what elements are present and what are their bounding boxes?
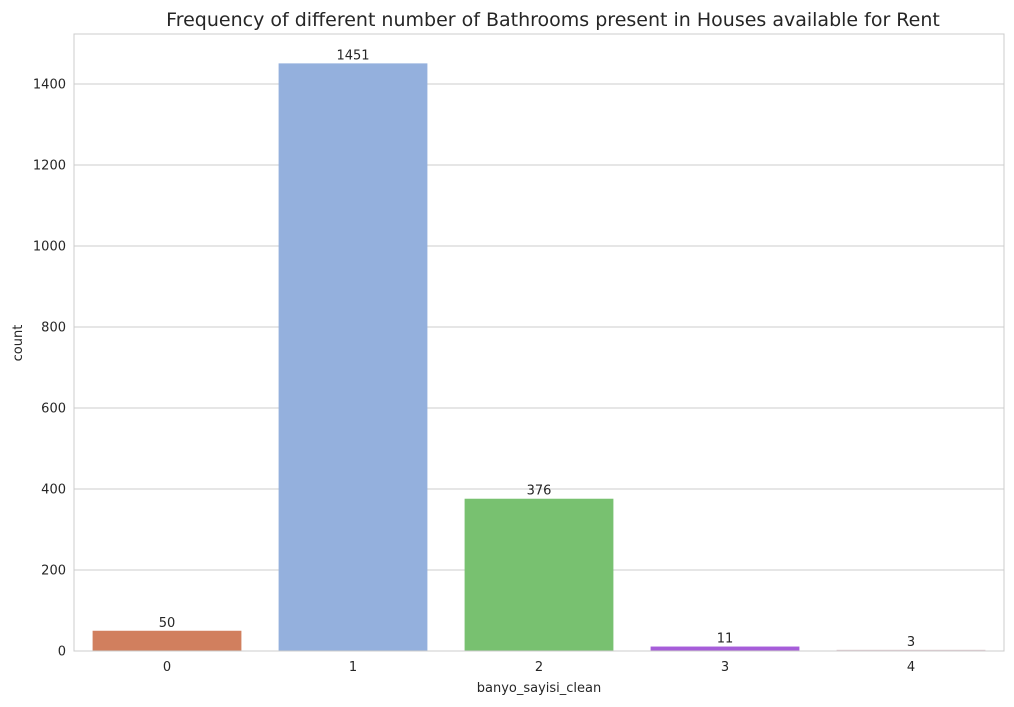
y-tick-label: 200 (41, 564, 66, 579)
y-tick-label: 1000 (33, 240, 66, 255)
x-tick-label: 3 (721, 660, 729, 675)
bar-3 (650, 646, 800, 651)
y-tick-label: 1400 (33, 78, 66, 93)
x-tick-label: 0 (163, 660, 171, 675)
y-axis-ticks: 0 200 400 600 800 1000 1200 1400 (33, 78, 66, 660)
bar-1 (278, 63, 428, 651)
bar-0 (92, 630, 242, 651)
gridlines (74, 83, 1004, 652)
y-tick-label: 800 (41, 321, 66, 336)
y-tick-label: 1200 (33, 159, 66, 174)
bars (92, 63, 986, 651)
y-tick-label: 400 (41, 483, 66, 498)
x-tick-label: 2 (535, 660, 543, 675)
chart-title: Frequency of different number of Bathroo… (166, 9, 940, 31)
data-label-3: 11 (717, 632, 734, 647)
x-tick-label: 4 (907, 660, 915, 675)
data-label-2: 376 (527, 484, 552, 499)
data-labels: 50 1451 376 11 3 (159, 48, 915, 649)
bar-2 (464, 498, 614, 651)
data-label-0: 50 (159, 616, 176, 631)
x-axis-ticks: 0 1 2 3 4 (163, 660, 915, 675)
plot-frame (73, 33, 1005, 652)
x-axis-label: banyo_sayisi_clean (477, 681, 602, 696)
data-label-4: 3 (907, 635, 915, 650)
y-axis-label: count (11, 325, 26, 362)
x-tick-label: 1 (349, 660, 357, 675)
data-label-1: 1451 (336, 48, 369, 63)
y-tick-label: 600 (41, 402, 66, 417)
y-tick-label: 0 (58, 645, 66, 660)
bar-4 (836, 649, 986, 651)
